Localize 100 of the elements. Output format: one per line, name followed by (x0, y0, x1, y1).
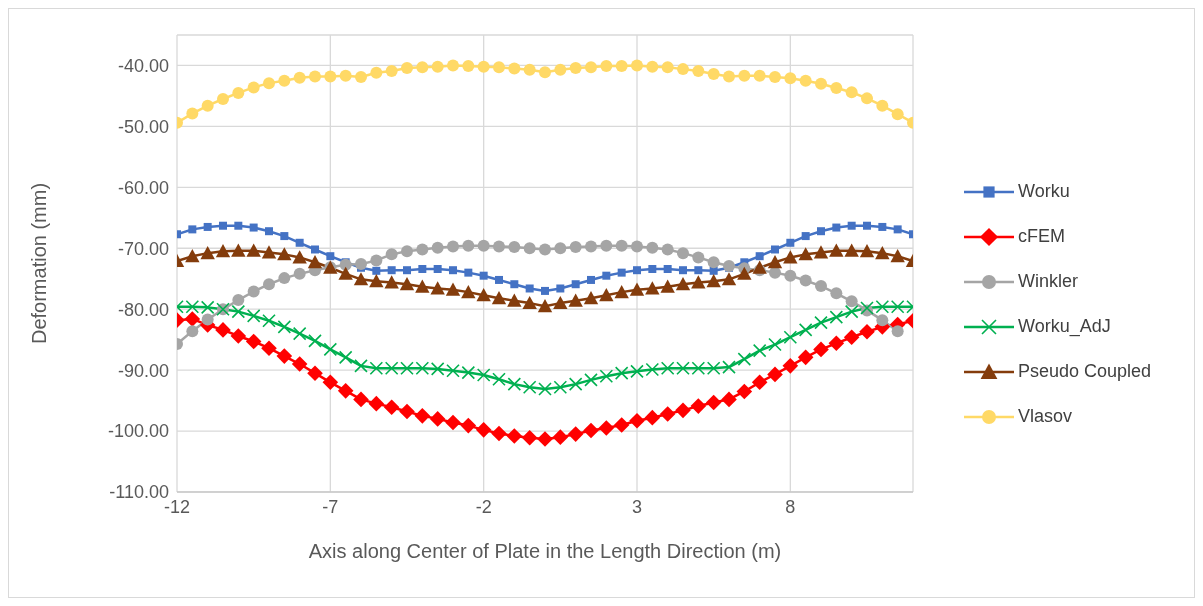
point (491, 291, 507, 305)
legend-label: Pseudo Coupled (1018, 361, 1152, 382)
point (798, 323, 813, 337)
point (247, 285, 260, 298)
point (599, 287, 614, 302)
point (523, 242, 536, 255)
point (614, 284, 629, 299)
point (844, 243, 859, 257)
point (875, 245, 890, 260)
point (614, 366, 629, 380)
point (587, 275, 595, 284)
x-tick-label: -7 (322, 496, 339, 517)
point (648, 264, 657, 273)
point (767, 366, 783, 383)
point (399, 403, 415, 420)
point (568, 293, 583, 307)
point (690, 398, 707, 414)
point (801, 232, 810, 241)
y-tick-label: -80.00 (117, 299, 169, 320)
point (679, 266, 687, 275)
point (355, 71, 367, 84)
point (709, 266, 718, 275)
point (493, 240, 505, 253)
point (477, 60, 490, 73)
point (859, 244, 875, 258)
point (615, 60, 628, 73)
point (537, 298, 553, 313)
point (431, 241, 444, 254)
point (861, 92, 873, 105)
point (629, 282, 645, 296)
point (429, 411, 446, 427)
point (477, 239, 490, 252)
point (507, 293, 522, 307)
point (493, 61, 505, 74)
y-tick-label: -90.00 (117, 360, 169, 381)
point (188, 225, 197, 234)
point (631, 59, 643, 72)
point (232, 86, 245, 99)
point (219, 221, 227, 230)
point (215, 244, 231, 258)
point (246, 309, 261, 323)
point (585, 240, 597, 253)
point (368, 395, 385, 412)
point (416, 243, 429, 256)
point (737, 352, 752, 366)
point (476, 287, 491, 302)
point (767, 255, 783, 269)
point (414, 408, 431, 424)
point (280, 232, 289, 241)
point (553, 295, 568, 310)
point (461, 284, 476, 299)
point (522, 295, 537, 310)
y-tick-label: -40.00 (117, 55, 169, 76)
point (339, 258, 352, 271)
point (523, 63, 536, 76)
point (276, 348, 293, 364)
point (815, 77, 827, 90)
point (752, 260, 767, 274)
point (433, 264, 442, 273)
point (845, 295, 858, 308)
point (660, 279, 675, 293)
x-axis-title: Axis along Center of Plate in the Length Direction (m) (308, 540, 782, 562)
point (769, 71, 781, 84)
point (615, 239, 628, 252)
point (813, 341, 829, 358)
point (891, 108, 904, 121)
point (324, 70, 337, 83)
point (415, 279, 430, 293)
point (263, 77, 275, 90)
point (521, 429, 538, 446)
point (186, 107, 199, 120)
point (552, 429, 569, 445)
point (431, 60, 444, 73)
y-axis-title: Deformation (mm) (28, 182, 51, 345)
y-tick-label: -50.00 (117, 116, 169, 137)
point (261, 340, 277, 356)
point (677, 63, 689, 76)
point (215, 322, 231, 338)
point (782, 358, 799, 374)
point (617, 268, 626, 277)
point (385, 64, 398, 77)
point (262, 313, 276, 328)
point (495, 275, 503, 284)
point (522, 380, 537, 394)
point (784, 269, 797, 282)
point (326, 252, 335, 261)
legend-label: Winkler (1018, 271, 1079, 292)
point (234, 221, 243, 230)
point (830, 82, 843, 95)
point (230, 328, 247, 344)
point (736, 383, 753, 400)
point (583, 291, 599, 305)
point (449, 266, 457, 275)
point (707, 256, 720, 269)
point (322, 374, 339, 391)
point (201, 99, 214, 112)
point (475, 422, 492, 438)
point (399, 277, 415, 291)
point (813, 245, 829, 259)
point (492, 372, 506, 387)
